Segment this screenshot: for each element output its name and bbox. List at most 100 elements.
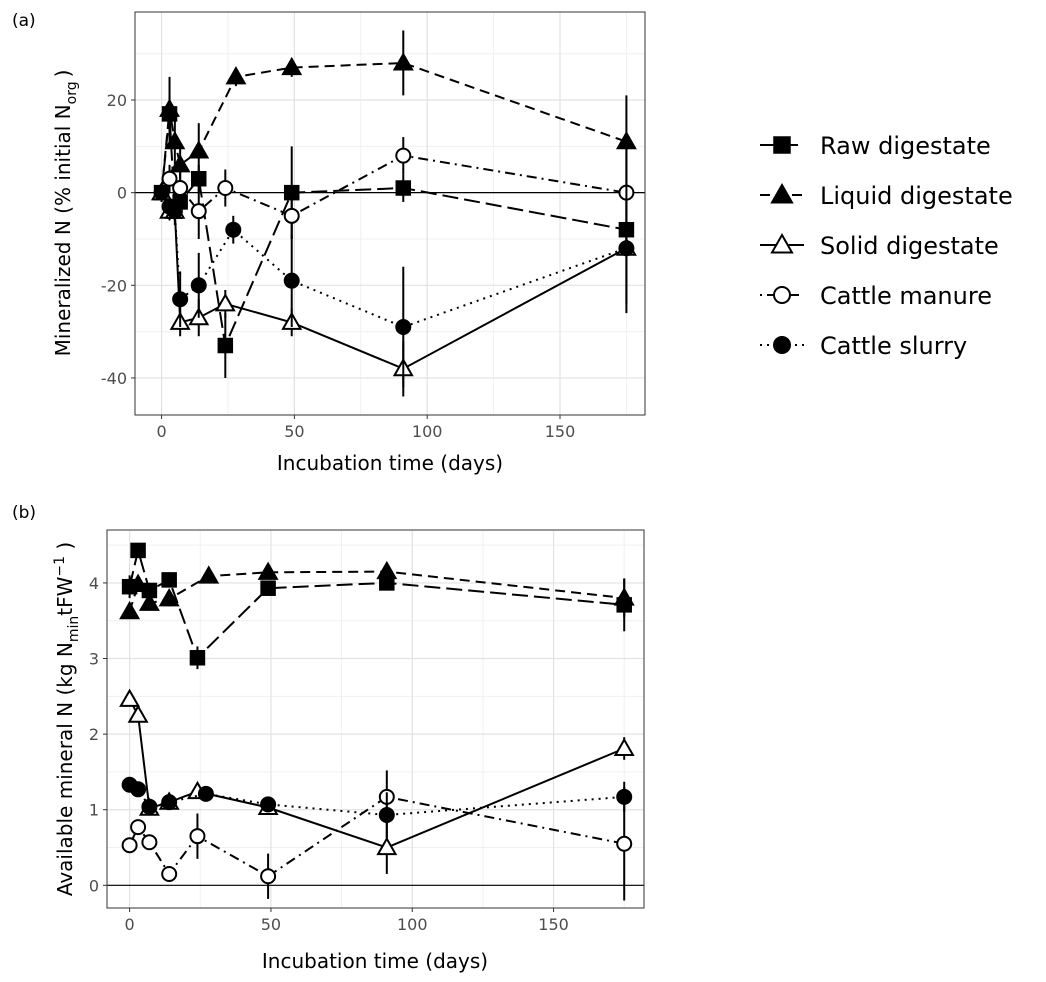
data-point — [618, 240, 635, 257]
panel-b-series-cattle-slurry — [121, 776, 633, 838]
data-point — [217, 337, 234, 354]
panel-a-ylabel-sub: org — [64, 81, 80, 104]
data-point — [161, 794, 178, 811]
data-point — [217, 180, 234, 197]
panel-a-y-tick-label: 0 — [117, 184, 127, 203]
data-point — [376, 836, 398, 856]
panel-b-ylabel-close: ) — [53, 542, 77, 556]
data-point — [613, 737, 635, 757]
data-point — [158, 588, 180, 607]
data-point — [119, 688, 141, 707]
legend-marker — [773, 336, 791, 354]
panel-a-x-tick-label: 0 — [156, 422, 166, 441]
data-point — [197, 785, 214, 802]
data-point — [121, 837, 138, 854]
legend-marker — [773, 136, 791, 154]
data-point — [378, 807, 395, 824]
data-point — [190, 277, 207, 294]
data-point — [613, 587, 635, 606]
data-point — [283, 272, 300, 289]
data-point — [616, 788, 633, 805]
data-point — [395, 180, 412, 196]
data-point — [616, 835, 633, 852]
legend-marker — [770, 182, 794, 204]
legend-marker — [773, 286, 791, 304]
panel-b-tick-labels: 0 50 100 150 0 1 2 3 4 — [89, 574, 569, 934]
legend-item-liquid-digestate: Liquid digestate — [760, 182, 1013, 210]
panel-b-y-tick-label: 0 — [89, 876, 99, 895]
panel-b-label: (b) — [12, 503, 36, 523]
data-point — [127, 704, 149, 723]
panel-a-y-tick-label: 20 — [107, 91, 127, 110]
panel-b-series — [119, 542, 635, 901]
panel-b-y-tick-label: 4 — [89, 574, 99, 593]
data-point — [130, 819, 147, 836]
data-point — [189, 828, 206, 845]
legend-label: Cattle slurry — [820, 332, 967, 360]
panel-a-series-cattle-slurry — [153, 183, 635, 388]
panel-a-tick-labels: 0 50 100 150 -40 -20 0 20 — [101, 91, 575, 441]
panel-b-x-tick-label: 100 — [397, 915, 428, 934]
data-point — [198, 565, 220, 584]
panel-b-ylabel-end: tFW — [53, 576, 77, 615]
data-point — [189, 650, 206, 666]
data-point — [166, 203, 183, 220]
legend-item-cattle-slurry: Cattle slurry — [760, 332, 967, 360]
data-point — [161, 865, 178, 882]
data-point — [164, 130, 186, 150]
data-point — [214, 293, 236, 312]
legend-label: Raw digestate — [820, 132, 991, 160]
data-point — [260, 580, 276, 596]
data-point — [260, 868, 277, 885]
data-point — [130, 542, 146, 559]
panel-b-y-axis-title: Available mineral N (kg NmintFW−1 ) — [52, 542, 82, 896]
data-point — [141, 798, 158, 815]
panel-b-series-liquid-digestate — [119, 560, 635, 620]
panel-a-ylabel-main: Mineralized N (% initial N — [51, 104, 75, 356]
panel-b-gridlines — [107, 530, 644, 908]
panel-a-y-tick-label: -20 — [101, 276, 127, 295]
panel-b-y-tick-label: 2 — [89, 725, 99, 744]
legend-label: Solid digestate — [820, 232, 999, 260]
data-point — [153, 184, 170, 201]
legend-item-raw-digestate: Raw digestate — [760, 132, 991, 160]
series-line — [128, 698, 625, 849]
panel-b-y-tick-label: 3 — [89, 650, 99, 669]
panel-b-y-tick-label: 1 — [89, 801, 99, 820]
data-point — [395, 147, 412, 164]
data-point — [257, 561, 279, 580]
data-point — [141, 834, 158, 851]
panel-a-label: (a) — [12, 11, 36, 31]
data-point — [161, 572, 177, 588]
panel-a-series — [151, 30, 637, 397]
panel-b-ylabel-main: Available mineral N (kg N — [53, 642, 77, 896]
panel-a: (a) 0 50 100 150 -40 -20 0 20 Incubation time (… — [12, 11, 646, 475]
data-point — [392, 52, 414, 71]
panel-b-ylabel-sub: min — [66, 616, 82, 642]
panel-b-x-tick-label: 0 — [125, 915, 135, 934]
data-point — [161, 170, 178, 187]
panel-a-plot-border — [134, 11, 646, 416]
panel-b-series-raw-digestate — [121, 542, 632, 670]
legend-label: Liquid digestate — [820, 182, 1013, 210]
panel-a-y-axis-title: Mineralized N (% initial Norg) — [51, 70, 80, 357]
data-point — [172, 180, 189, 197]
data-point — [172, 291, 189, 308]
data-point — [127, 573, 149, 592]
legend-label: Cattle manure — [820, 282, 992, 310]
panel-a-x-tick-label: 150 — [545, 422, 576, 441]
data-point — [159, 98, 181, 117]
panel-b-x-tick-label: 150 — [538, 915, 569, 934]
data-point — [283, 207, 300, 224]
legend: Raw digestate Liquid digestate Solid diges… — [760, 132, 1013, 360]
panel-a-x-tick-label: 50 — [284, 422, 304, 441]
data-point — [260, 796, 277, 813]
panel-b-plot-border — [106, 529, 645, 909]
panel-a-x-tick-label: 100 — [412, 422, 443, 441]
data-point — [190, 203, 207, 220]
data-point — [119, 600, 141, 620]
panel-b-x-tick-label: 50 — [261, 915, 281, 934]
panel-a-gridlines — [135, 12, 645, 415]
panel-b-x-axis-title: Incubation time (days) — [262, 949, 488, 973]
